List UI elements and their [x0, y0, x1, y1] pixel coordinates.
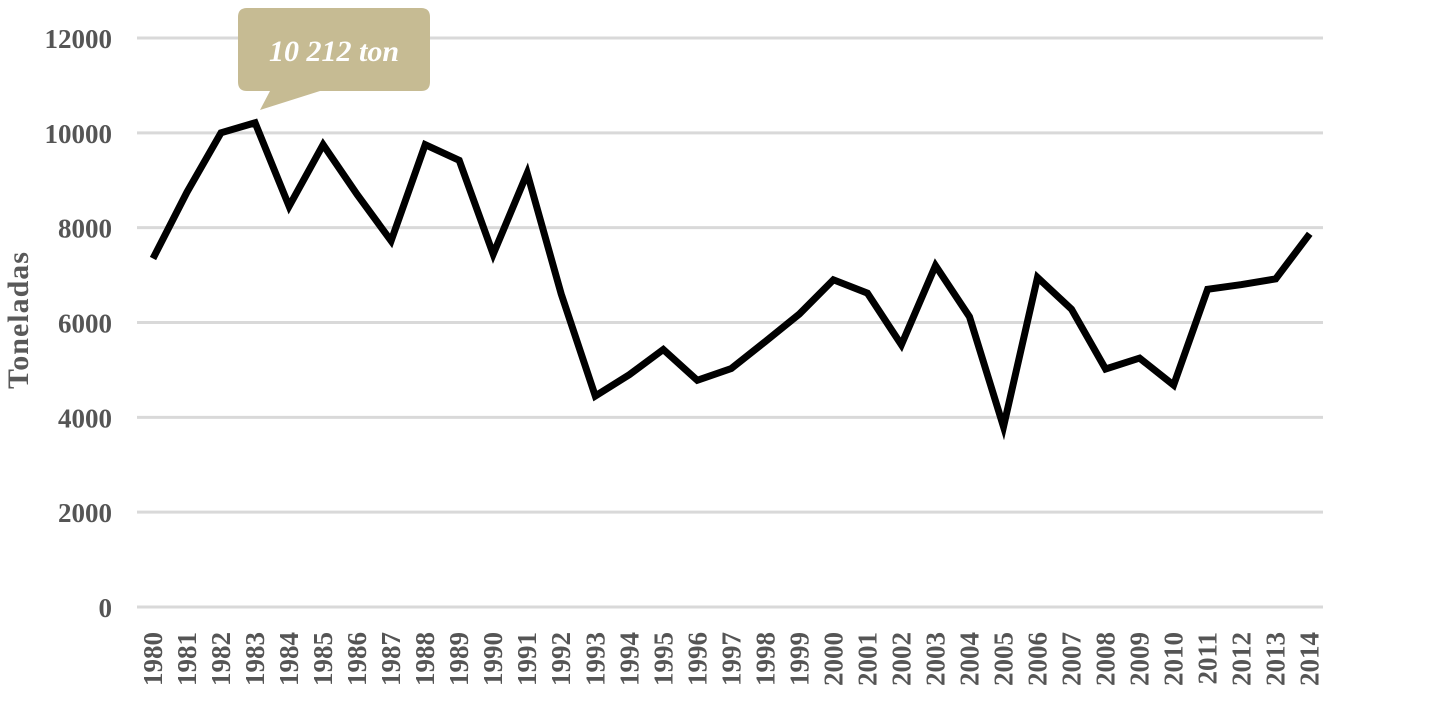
x-tick-label: 2012	[1227, 632, 1257, 686]
y-tick-label: 8000	[58, 214, 112, 244]
x-tick-label: 1983	[240, 632, 270, 686]
series-line	[149, 118, 1313, 441]
x-tick-label: 1992	[546, 632, 576, 686]
series-group	[149, 118, 1313, 441]
x-tick-label: 1987	[376, 632, 406, 686]
x-tick-label: 2002	[886, 632, 916, 686]
x-tick-label: 2014	[1295, 632, 1325, 686]
x-tick-label: 1997	[716, 632, 746, 686]
x-tick-label: 2009	[1125, 632, 1155, 686]
callout-box	[238, 8, 430, 110]
x-tick-label: 1999	[784, 632, 814, 686]
x-tick-label: 1998	[750, 632, 780, 686]
y-tick-label: 6000	[58, 309, 112, 339]
x-tick-label: 1981	[172, 632, 202, 686]
x-tick-label: 2001	[852, 632, 882, 686]
x-tick-label: 1994	[614, 632, 644, 686]
y-tick-label: 10000	[45, 119, 113, 149]
x-tick-label: 1996	[682, 632, 712, 686]
y-tick-label: 2000	[58, 498, 112, 528]
x-tick-label: 1990	[478, 632, 508, 686]
x-tick-label: 2010	[1159, 632, 1189, 686]
y-tick-label: 0	[99, 593, 113, 623]
y-tick-label: 4000	[58, 403, 112, 433]
y-tick-label: 12000	[45, 24, 113, 54]
callout-label: 10 212 ton	[269, 35, 399, 68]
x-tick-label: 2004	[954, 632, 984, 686]
y-axis-ticks: 0 2000 4000 6000 8000 10000 12000	[45, 24, 113, 623]
x-tick-label: 1985	[308, 632, 338, 686]
x-tick-label: 1988	[410, 632, 440, 686]
callout: 10 212 ton	[238, 8, 430, 110]
x-axis-ticks: 1980 1981 1982 1983 1984 1985 1986 1987 1988 1989…	[138, 632, 1325, 686]
x-tick-label: 2005	[989, 632, 1019, 686]
gridlines	[137, 36, 1323, 609]
x-tick-label: 1986	[342, 632, 372, 686]
x-tick-label: 2011	[1193, 632, 1223, 685]
x-tick-label: 2007	[1057, 632, 1087, 686]
x-tick-label: 1995	[648, 632, 678, 686]
y-axis-label: Toneladas	[2, 251, 35, 389]
x-tick-label: 1993	[580, 632, 610, 686]
x-tick-label: 2008	[1091, 632, 1121, 686]
x-tick-label: 2000	[818, 632, 848, 686]
x-tick-label: 1980	[138, 632, 168, 686]
x-tick-label: 1989	[444, 632, 474, 686]
x-tick-label: 1984	[274, 632, 304, 686]
x-tick-label: 1982	[206, 632, 236, 686]
x-tick-label: 2013	[1261, 632, 1291, 686]
x-tick-label: 2006	[1023, 632, 1053, 686]
x-tick-label: 1991	[512, 632, 542, 686]
x-tick-label: 2003	[920, 632, 950, 686]
